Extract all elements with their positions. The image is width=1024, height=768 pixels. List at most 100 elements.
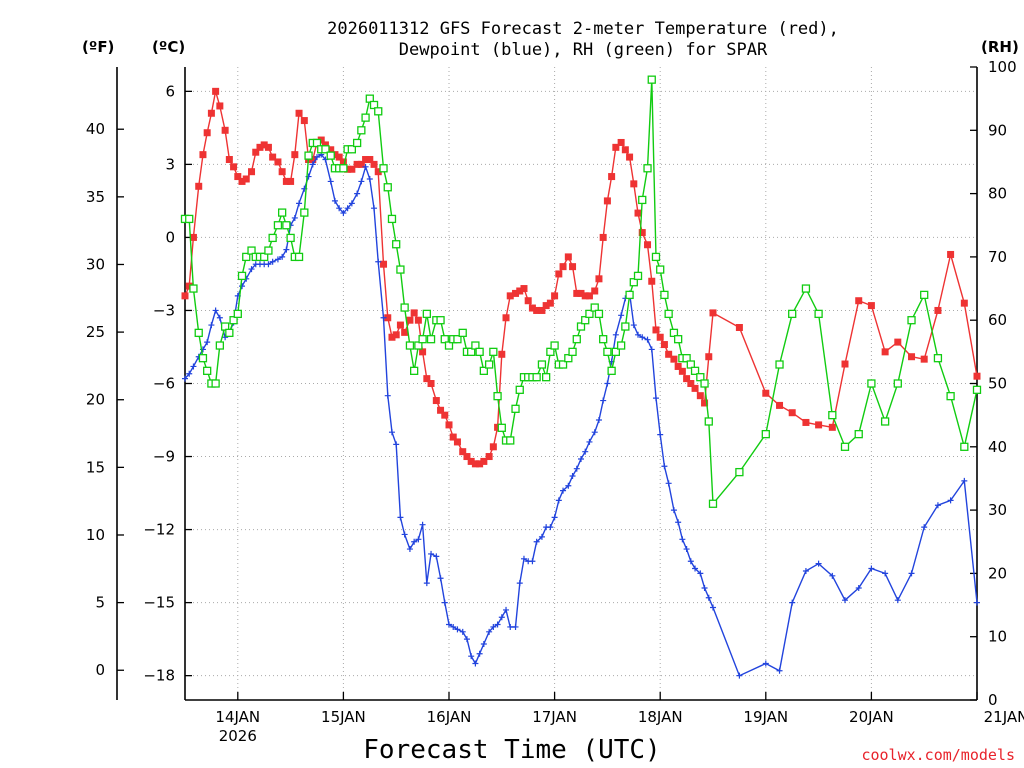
rh-point <box>775 360 784 369</box>
dewpoint-point <box>868 565 875 572</box>
rh-point <box>700 379 709 388</box>
x-tick-sublabel: 2026 <box>219 727 257 745</box>
x-tick-label: 18JAN <box>638 708 683 726</box>
temperature-point <box>264 143 272 151</box>
dewpoint-point <box>789 599 796 606</box>
temperature-point <box>947 250 955 258</box>
temperature-point <box>564 253 572 261</box>
dewpoint-point <box>419 521 426 528</box>
dewpoint-point <box>683 546 690 553</box>
series-temperature <box>181 87 981 468</box>
temperature-point <box>555 270 563 278</box>
dewpoint-point <box>472 660 479 667</box>
x-tick-label: 21JAN <box>984 708 1024 726</box>
rh-point <box>282 221 291 230</box>
temperature-point <box>670 355 678 363</box>
rh-point <box>690 366 700 375</box>
rh-point <box>479 366 488 375</box>
dewpoint-point <box>314 154 320 161</box>
dewpoint-point <box>327 178 334 185</box>
rh-point <box>656 265 665 274</box>
temperature-point <box>687 380 695 387</box>
dewpoint-point <box>450 623 457 630</box>
c-tick-label: −12 <box>143 521 175 539</box>
rh-point <box>629 278 638 287</box>
dewpoint-point <box>630 322 637 329</box>
temperature-point <box>691 384 699 392</box>
source-credit: coolwx.com/models <box>861 746 1015 764</box>
temperature-point <box>414 316 422 324</box>
temperature-point <box>524 297 532 305</box>
dewpoint-point <box>186 370 193 377</box>
x-tick-label: 16JAN <box>427 708 472 726</box>
rh-point <box>651 252 661 262</box>
unit-label-celsius: (ºC) <box>152 38 185 56</box>
rh-point <box>840 442 850 451</box>
rh-point <box>220 322 230 331</box>
rh-point <box>550 341 559 350</box>
dewpoint-point <box>644 336 651 343</box>
rh-point <box>374 107 383 116</box>
rh-point <box>347 145 356 154</box>
temperature-point <box>327 146 335 154</box>
temperature-point <box>656 333 664 341</box>
x-tick-label: 20JAN <box>849 708 894 726</box>
rh-point <box>946 392 955 401</box>
x-tick-label: 17JAN <box>532 708 577 726</box>
dewpoint-point <box>283 246 290 253</box>
x-tick-label: 19JAN <box>743 708 788 726</box>
unit-label-fahrenheit: (ºF) <box>82 38 114 56</box>
temperature-point <box>894 338 902 346</box>
rh-point <box>339 164 348 173</box>
temperature-point <box>528 304 536 312</box>
dewpoint-point <box>520 555 527 562</box>
temperature-point <box>348 165 356 173</box>
rh-tick-label: 40 <box>988 438 1007 456</box>
rh-point <box>564 354 573 363</box>
temperature-point <box>300 117 308 125</box>
dewpoint-point <box>269 258 276 265</box>
dewpoint-point <box>934 502 941 509</box>
rh-point <box>801 284 811 293</box>
temperature-point <box>432 397 440 405</box>
temperature-point <box>551 292 559 300</box>
dewpoint-point <box>208 322 215 329</box>
rh-point <box>211 379 220 388</box>
series-rh <box>180 75 982 508</box>
temperature-point <box>392 331 400 339</box>
rh-point <box>321 145 330 154</box>
dewpoint-point <box>476 650 483 657</box>
dewpoint-point <box>406 546 413 553</box>
temperature-point <box>683 375 691 383</box>
dewpoint-point <box>762 660 769 667</box>
temperature-point <box>908 353 916 361</box>
rh-tick-label: 30 <box>988 501 1007 519</box>
temperature-point <box>423 375 431 383</box>
dewpoint-point <box>380 314 387 321</box>
temperature-point <box>269 153 277 161</box>
temperature-point <box>494 423 502 431</box>
temperature-point <box>881 348 889 356</box>
dewpoint-point <box>216 314 223 321</box>
rh-point <box>453 335 462 344</box>
temperature-point <box>559 263 567 271</box>
dewpoint-point <box>375 258 382 265</box>
dewpoint-point <box>618 312 625 319</box>
temperature-point <box>380 260 388 268</box>
x-axis-title: Forecast Time (UTC) <box>363 735 660 765</box>
rh-point <box>972 385 982 394</box>
temperature-point <box>489 443 497 451</box>
dewpoint-point <box>415 536 422 543</box>
dewpoint-point <box>490 623 497 630</box>
rh-point <box>638 195 647 205</box>
rh-point <box>735 467 744 477</box>
rh-point <box>233 309 242 319</box>
temperature-point <box>709 309 717 317</box>
x-tick-label: 14JAN <box>215 708 260 726</box>
rh-point <box>300 208 309 217</box>
rh-tick-label: 70 <box>988 248 1007 266</box>
c-axis-ticks: 6 3 0 −3 −6 −9 −12 −15 −18 <box>143 82 192 685</box>
c-tick-label: 3 <box>165 155 175 173</box>
dewpoint-point <box>428 550 435 557</box>
rh-point <box>572 335 581 344</box>
